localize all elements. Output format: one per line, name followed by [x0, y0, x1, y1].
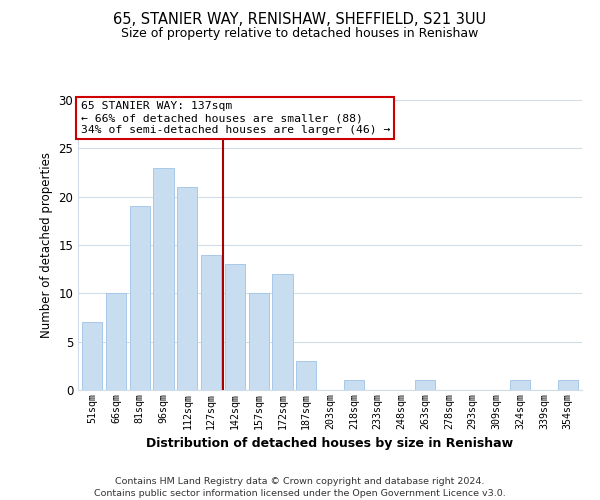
Text: Size of property relative to detached houses in Renishaw: Size of property relative to detached ho… [121, 28, 479, 40]
Bar [82, 322, 103, 390]
Bar [154, 168, 173, 390]
Bar [557, 380, 578, 390]
Bar [106, 294, 126, 390]
Bar [415, 380, 435, 390]
Text: Contains public sector information licensed under the Open Government Licence v3: Contains public sector information licen… [94, 489, 506, 498]
Text: Contains HM Land Registry data © Crown copyright and database right 2024.: Contains HM Land Registry data © Crown c… [115, 478, 485, 486]
Bar [177, 187, 197, 390]
Bar [296, 361, 316, 390]
Bar [344, 380, 364, 390]
Bar [130, 206, 150, 390]
Text: 65, STANIER WAY, RENISHAW, SHEFFIELD, S21 3UU: 65, STANIER WAY, RENISHAW, SHEFFIELD, S2… [113, 12, 487, 28]
Bar [225, 264, 245, 390]
Text: 65 STANIER WAY: 137sqm
← 66% of detached houses are smaller (88)
34% of semi-det: 65 STANIER WAY: 137sqm ← 66% of detached… [80, 102, 390, 134]
Bar [510, 380, 530, 390]
X-axis label: Distribution of detached houses by size in Renishaw: Distribution of detached houses by size … [146, 437, 514, 450]
Bar [201, 254, 221, 390]
Bar [248, 294, 269, 390]
Y-axis label: Number of detached properties: Number of detached properties [40, 152, 53, 338]
Bar [272, 274, 293, 390]
